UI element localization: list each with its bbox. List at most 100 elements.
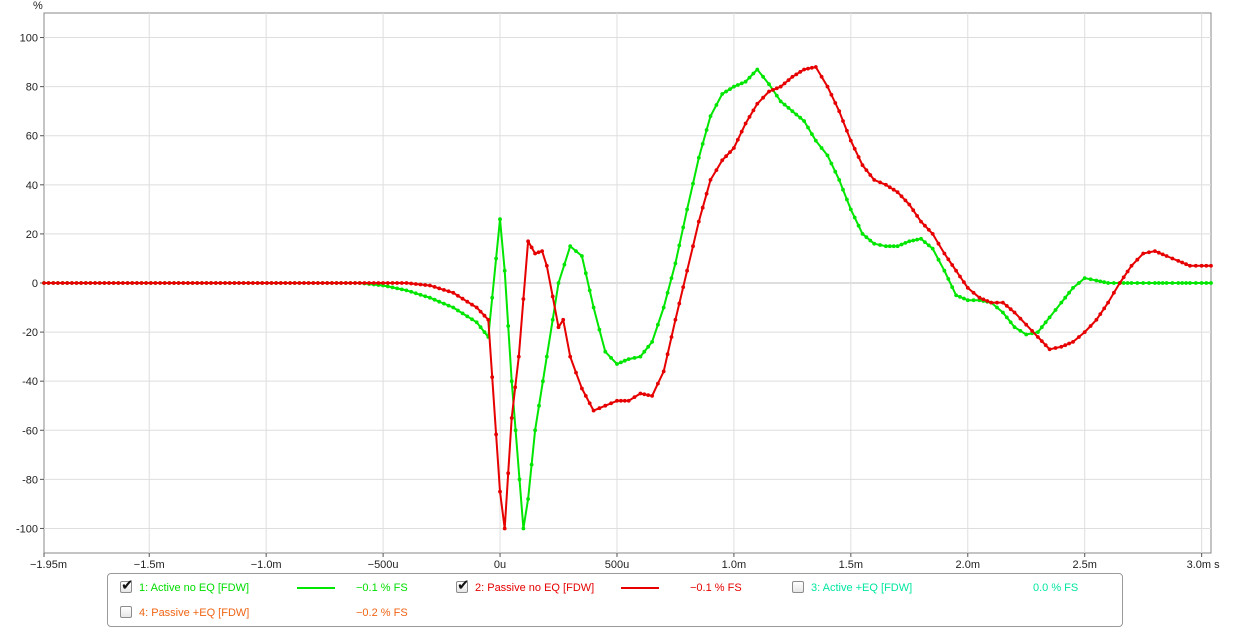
data-point xyxy=(899,242,904,247)
data-point xyxy=(1024,332,1029,337)
data-point xyxy=(656,381,660,386)
data-point xyxy=(1129,263,1134,268)
data-point xyxy=(619,360,623,365)
data-point xyxy=(1112,290,1116,295)
data-point xyxy=(1053,308,1058,312)
data-point xyxy=(316,281,320,285)
data-point xyxy=(1180,281,1185,285)
data-point xyxy=(962,296,966,301)
data-point xyxy=(810,65,814,70)
data-point xyxy=(541,379,545,384)
data-point xyxy=(371,281,376,285)
y-tick-label: 0 xyxy=(32,278,38,290)
data-point xyxy=(930,246,935,251)
data-point xyxy=(837,178,842,182)
legend-checkbox-4[interactable] xyxy=(120,606,132,618)
data-point xyxy=(782,102,787,107)
legend-checkbox-2[interactable]: ✔ xyxy=(456,576,470,594)
data-point xyxy=(919,236,923,241)
data-point xyxy=(1188,281,1192,285)
data-point xyxy=(1088,324,1093,328)
data-point xyxy=(1098,312,1103,316)
data-point xyxy=(246,281,251,285)
data-point xyxy=(574,249,578,254)
data-point xyxy=(1147,250,1151,255)
data-point xyxy=(1160,252,1165,257)
data-point xyxy=(1112,281,1116,285)
data-point xyxy=(526,497,530,501)
data-point xyxy=(283,281,288,285)
legend-item-active-eq[interactable]: 3: Active +EQ [FDW] 0.0 % FS xyxy=(792,579,1092,597)
data-point xyxy=(51,281,56,285)
data-point xyxy=(845,128,849,133)
data-point xyxy=(465,299,470,304)
data-point xyxy=(1012,310,1017,315)
data-point xyxy=(395,286,399,291)
data-point xyxy=(1018,316,1023,321)
data-point xyxy=(437,299,442,304)
data-point xyxy=(320,281,325,285)
y-tick-label: 60 xyxy=(26,131,38,143)
data-point xyxy=(540,249,544,254)
data-point xyxy=(942,251,947,256)
legend-item-passive-no-eq[interactable]: ✔ 2: Passive no EQ [FDW] −0.1 % FS xyxy=(456,576,776,597)
data-point xyxy=(1141,251,1146,256)
data-point xyxy=(609,401,613,406)
data-point xyxy=(669,335,674,339)
data-point xyxy=(833,101,838,105)
data-point xyxy=(390,285,395,290)
data-point xyxy=(1082,330,1087,334)
data-point xyxy=(583,271,588,276)
data-point xyxy=(673,317,678,322)
x-tick-label: 500u xyxy=(605,559,629,570)
data-point xyxy=(482,313,487,318)
legend-item-passive-eq[interactable]: 4: Passive +EQ [FDW] −0.2 % FS xyxy=(120,604,440,622)
data-point xyxy=(704,191,709,196)
data-point xyxy=(936,241,941,246)
data-point xyxy=(1067,341,1071,346)
data-point xyxy=(1147,281,1151,285)
data-point xyxy=(669,276,674,280)
data-point xyxy=(794,112,799,117)
data-point xyxy=(1094,278,1099,283)
data-point xyxy=(385,281,390,285)
data-point xyxy=(591,408,596,413)
x-tick-label: −1.0m xyxy=(251,559,282,570)
data-point xyxy=(330,281,334,285)
data-point xyxy=(1184,281,1188,285)
data-point xyxy=(1077,335,1081,339)
data-point xyxy=(474,320,479,325)
data-point xyxy=(213,281,218,285)
data-point xyxy=(125,281,130,285)
data-point xyxy=(856,223,861,228)
y-axis-label: % xyxy=(33,0,43,12)
data-point xyxy=(806,125,810,130)
data-point xyxy=(1059,300,1064,305)
legend: ✔ 1: Active no EQ [FDW] −0.1 % FS ✔ 2: P… xyxy=(107,573,1123,627)
legend-swatch-2 xyxy=(621,587,659,589)
legend-checkbox-1[interactable]: ✔ xyxy=(120,576,134,594)
data-point xyxy=(190,281,195,285)
data-point xyxy=(985,299,990,303)
legend-label-1: 1: Active no EQ [FDW] xyxy=(139,582,250,594)
data-point xyxy=(852,146,857,151)
data-point xyxy=(587,288,592,293)
data-point xyxy=(288,281,292,285)
data-point xyxy=(325,281,330,285)
data-point xyxy=(903,198,908,203)
data-point xyxy=(626,357,631,361)
data-point xyxy=(878,243,882,247)
data-point xyxy=(681,285,686,289)
data-point xyxy=(1184,262,1188,267)
legend-checkbox-3[interactable] xyxy=(792,581,804,593)
legend-item-active-no-eq[interactable]: ✔ 1: Active no EQ [FDW] −0.1 % FS xyxy=(120,576,500,597)
data-point xyxy=(810,132,814,137)
data-point xyxy=(936,257,941,262)
data-point xyxy=(587,401,592,406)
data-point xyxy=(971,298,976,303)
data-point xyxy=(158,281,163,285)
data-point xyxy=(278,281,283,285)
data-point xyxy=(708,114,713,118)
data-point xyxy=(622,358,627,363)
data-point xyxy=(404,281,409,285)
